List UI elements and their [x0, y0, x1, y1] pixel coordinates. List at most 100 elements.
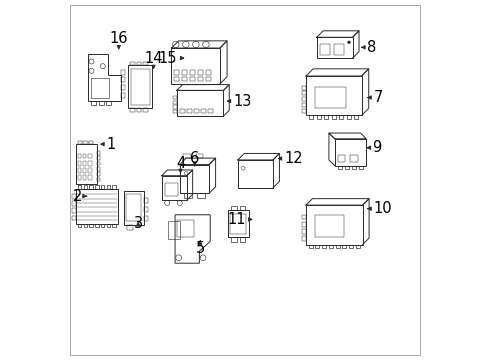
- Bar: [315, 87, 345, 108]
- Bar: [320, 44, 330, 55]
- Bar: [121, 69, 124, 75]
- Bar: [144, 216, 148, 221]
- Text: 12: 12: [285, 151, 303, 166]
- Bar: [177, 220, 195, 237]
- Bar: [172, 48, 220, 84]
- Text: 7: 7: [373, 90, 383, 105]
- Bar: [302, 91, 306, 95]
- Bar: [317, 116, 321, 119]
- Text: 6: 6: [190, 151, 199, 166]
- Bar: [334, 44, 344, 55]
- Circle shape: [347, 41, 350, 44]
- Bar: [107, 224, 110, 227]
- Bar: [335, 139, 366, 166]
- Bar: [306, 205, 363, 244]
- Bar: [106, 101, 112, 105]
- Bar: [302, 109, 306, 113]
- Bar: [172, 96, 177, 99]
- Bar: [196, 193, 205, 198]
- Bar: [231, 206, 237, 211]
- Bar: [121, 77, 124, 82]
- Bar: [78, 224, 81, 227]
- Bar: [112, 224, 116, 227]
- Bar: [78, 168, 81, 173]
- Bar: [302, 86, 306, 90]
- Bar: [124, 191, 144, 225]
- Bar: [187, 109, 192, 113]
- Bar: [168, 221, 179, 239]
- Bar: [359, 166, 364, 169]
- Text: 2: 2: [73, 189, 82, 204]
- Bar: [302, 97, 306, 101]
- Bar: [177, 90, 223, 116]
- Text: 3: 3: [134, 216, 143, 230]
- Bar: [78, 161, 81, 166]
- Bar: [143, 108, 148, 112]
- Bar: [174, 70, 179, 75]
- Bar: [343, 244, 346, 248]
- Bar: [144, 207, 148, 212]
- Bar: [84, 224, 87, 227]
- Bar: [172, 110, 177, 113]
- Text: 5: 5: [196, 240, 205, 256]
- Bar: [72, 208, 76, 213]
- Bar: [162, 176, 187, 200]
- Bar: [174, 77, 179, 81]
- Bar: [144, 198, 148, 203]
- Bar: [137, 108, 141, 112]
- Bar: [172, 105, 177, 109]
- Bar: [180, 165, 209, 193]
- Bar: [78, 154, 81, 158]
- Bar: [302, 229, 306, 234]
- Bar: [72, 201, 76, 206]
- Bar: [97, 167, 100, 171]
- Text: 1: 1: [107, 137, 116, 152]
- Bar: [183, 154, 191, 158]
- Bar: [350, 155, 358, 162]
- Bar: [315, 215, 344, 237]
- Bar: [83, 140, 88, 144]
- Bar: [198, 77, 203, 81]
- Bar: [230, 214, 246, 234]
- Bar: [107, 185, 110, 189]
- Bar: [91, 78, 109, 98]
- Bar: [127, 225, 133, 230]
- Bar: [231, 237, 237, 242]
- Bar: [83, 168, 87, 173]
- Bar: [354, 116, 358, 119]
- Bar: [98, 101, 104, 105]
- Bar: [95, 224, 98, 227]
- Bar: [180, 109, 185, 113]
- Bar: [88, 154, 92, 158]
- Bar: [78, 185, 81, 189]
- Bar: [344, 166, 349, 169]
- Text: 13: 13: [234, 94, 252, 109]
- Bar: [128, 65, 152, 108]
- Bar: [89, 224, 93, 227]
- Bar: [97, 162, 100, 165]
- Bar: [165, 183, 178, 197]
- Bar: [121, 93, 124, 98]
- Bar: [97, 172, 100, 176]
- Bar: [329, 244, 333, 248]
- Bar: [349, 244, 353, 248]
- Bar: [172, 101, 177, 104]
- Bar: [309, 116, 314, 119]
- Bar: [131, 69, 149, 105]
- Bar: [76, 189, 118, 224]
- Bar: [89, 185, 93, 189]
- Bar: [97, 178, 100, 181]
- Bar: [88, 168, 92, 173]
- Bar: [240, 237, 245, 242]
- Bar: [91, 101, 96, 105]
- Bar: [338, 155, 345, 162]
- Bar: [137, 62, 141, 65]
- Bar: [112, 185, 116, 189]
- Bar: [78, 175, 81, 180]
- Bar: [83, 154, 87, 158]
- Text: 9: 9: [372, 140, 382, 155]
- Bar: [356, 244, 360, 248]
- Bar: [302, 215, 306, 220]
- Bar: [76, 144, 97, 184]
- Text: 8: 8: [367, 40, 376, 55]
